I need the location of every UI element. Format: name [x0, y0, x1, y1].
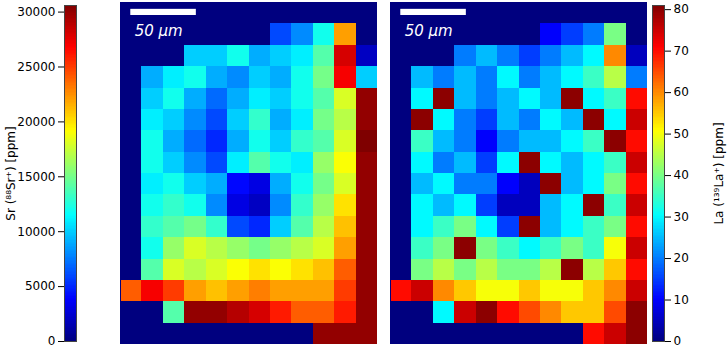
svg-text:80: 80 [674, 2, 689, 16]
svg-text:50 μm: 50 μm [135, 22, 183, 40]
svg-text:5000: 5000 [25, 279, 56, 293]
svg-text:Sr (⁸⁸Sr⁺) [ppm]: Sr (⁸⁸Sr⁺) [ppm] [4, 126, 18, 220]
svg-text:20000: 20000 [17, 115, 55, 129]
svg-text:0: 0 [48, 334, 56, 348]
svg-text:10000: 10000 [17, 225, 55, 239]
svg-text:50 μm: 50 μm [405, 22, 453, 40]
svg-text:40: 40 [674, 168, 689, 182]
svg-text:25000: 25000 [17, 60, 55, 74]
svg-text:20: 20 [674, 251, 689, 265]
svg-text:10: 10 [674, 293, 689, 307]
svg-text:30: 30 [674, 210, 689, 224]
svg-text:La (¹³⁹La⁺) [ppm]: La (¹³⁹La⁺) [ppm] [712, 122, 726, 224]
svg-text:30000: 30000 [17, 5, 55, 19]
svg-text:0: 0 [674, 334, 682, 348]
svg-text:15000: 15000 [17, 170, 55, 184]
svg-text:50: 50 [674, 127, 689, 141]
svg-text:60: 60 [674, 85, 689, 99]
svg-text:70: 70 [674, 44, 689, 58]
